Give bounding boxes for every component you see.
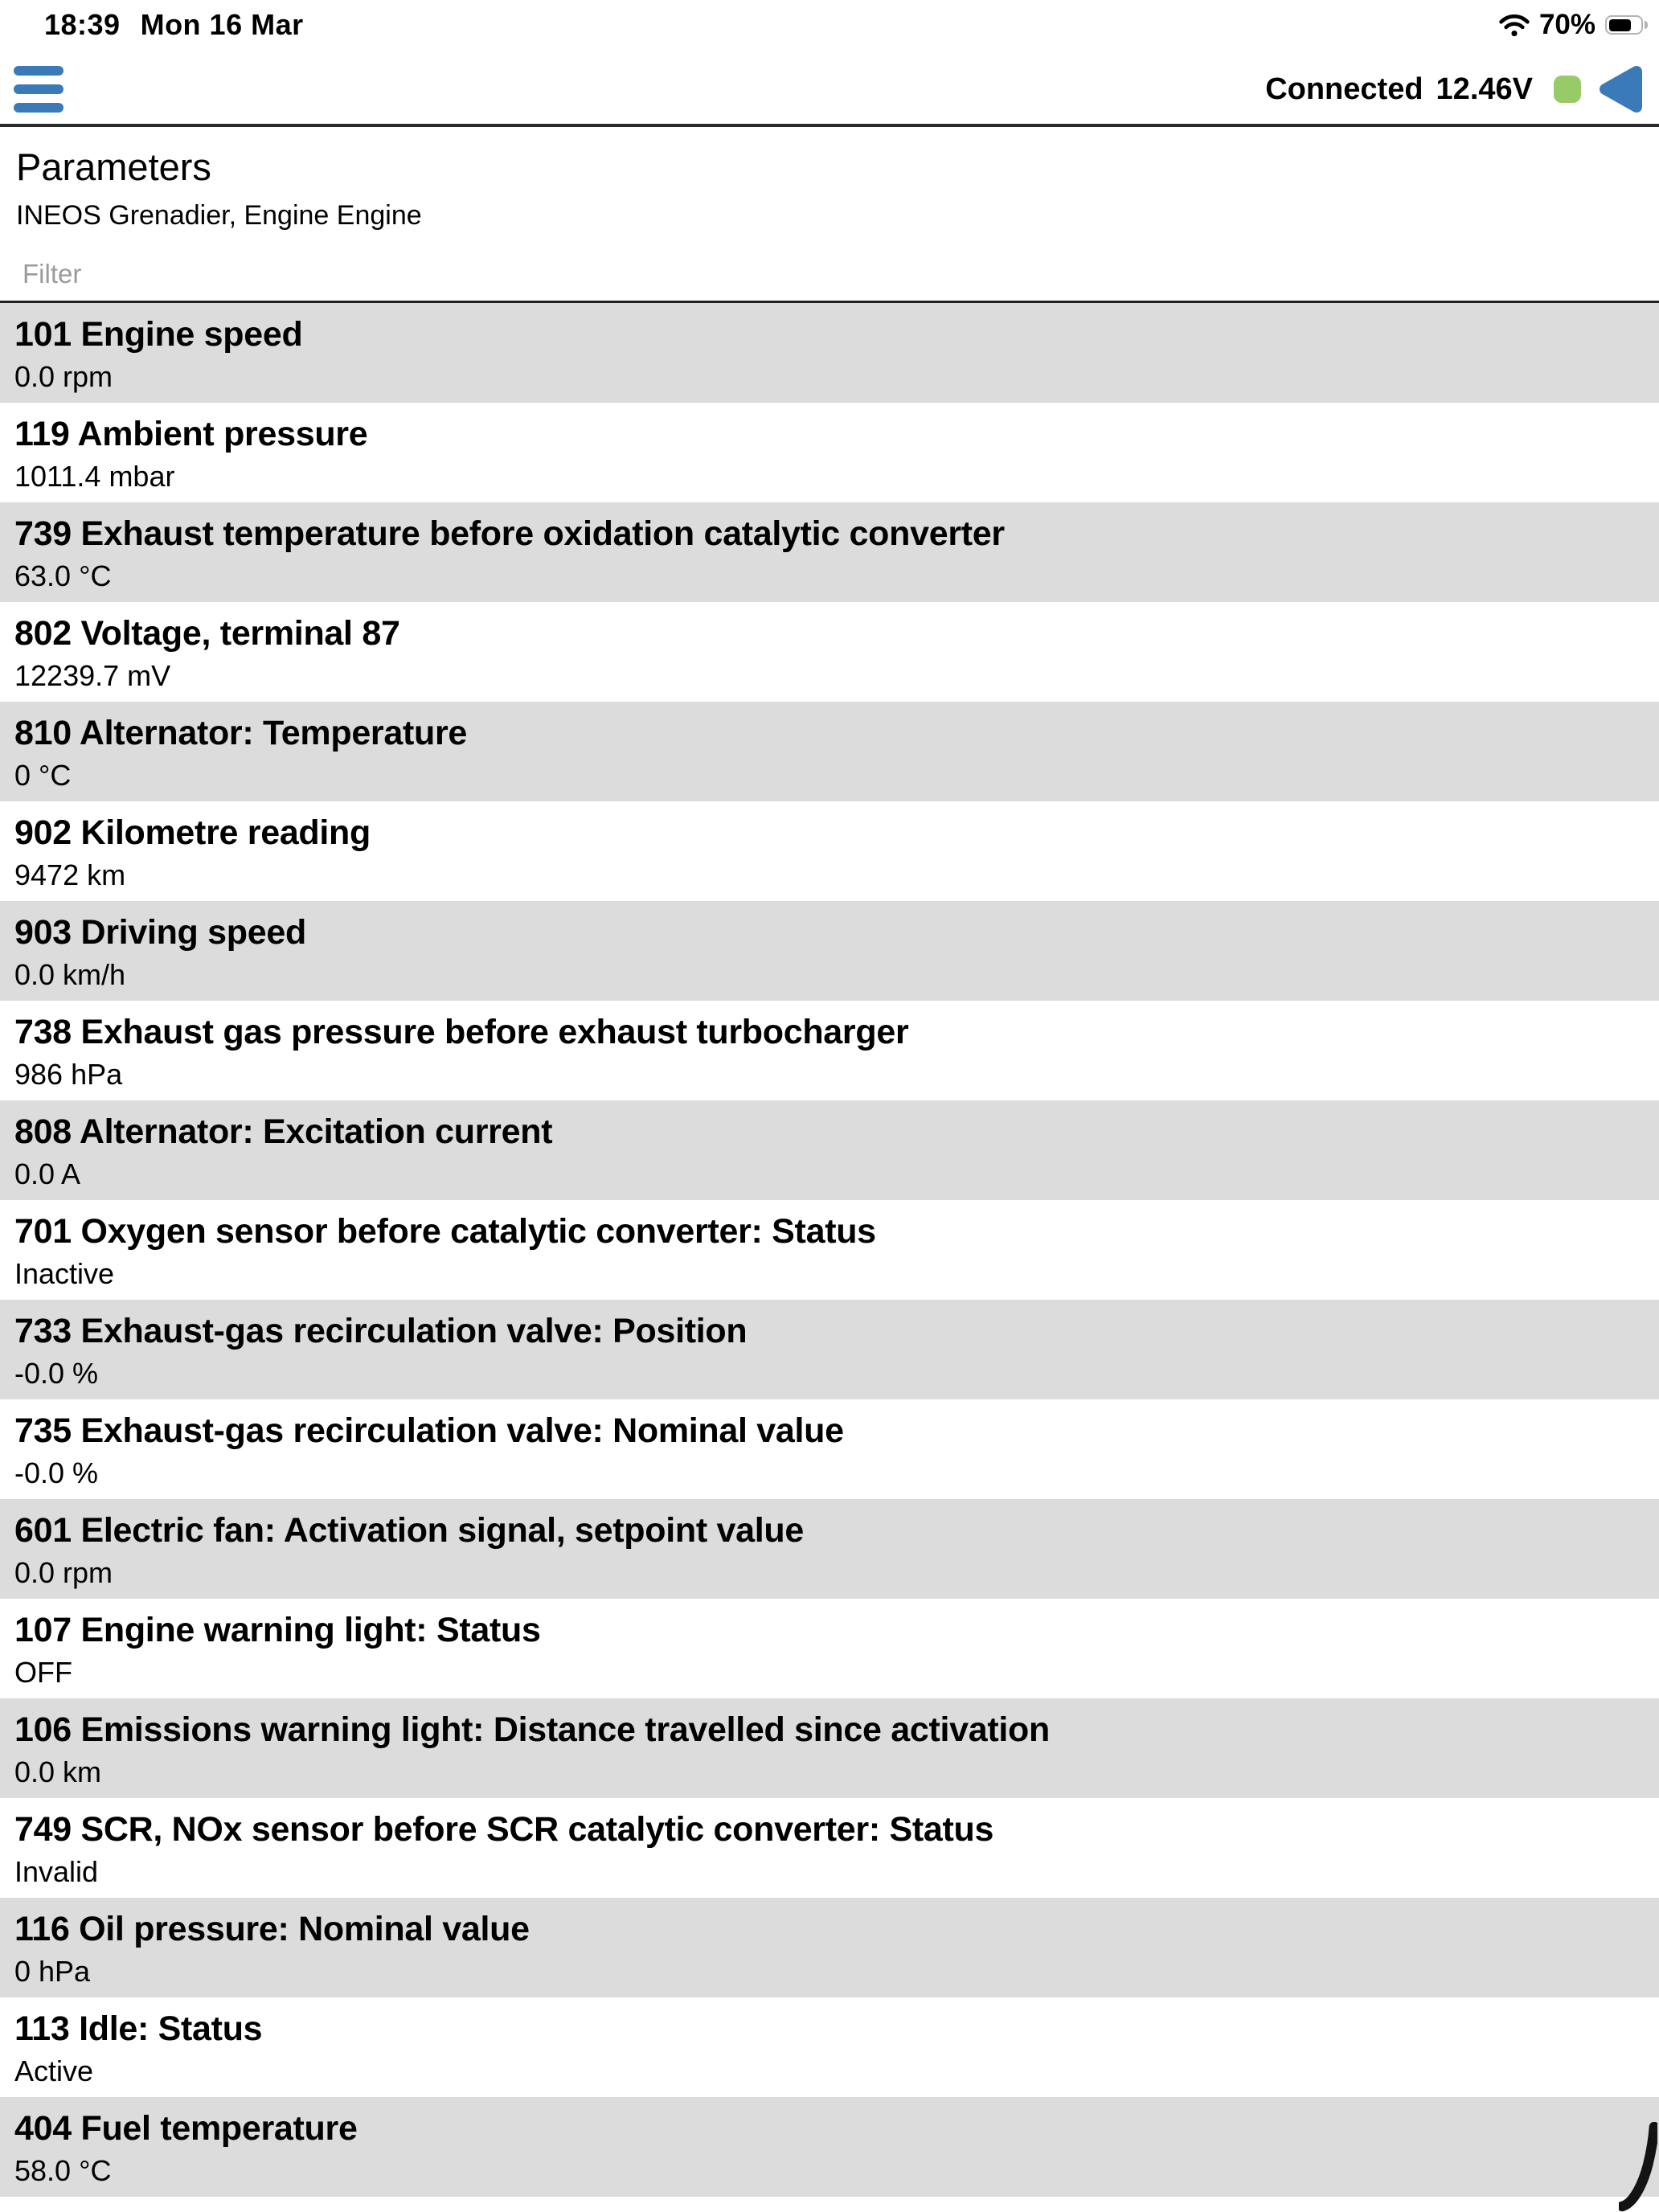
param-title: 903 Driving speed bbox=[14, 913, 306, 952]
param-title: 735 Exhaust-gas recirculation valve: Nom… bbox=[14, 1411, 844, 1450]
param-row[interactable]: 808 Alternator: Excitation current 0.0 A bbox=[0, 1100, 1659, 1200]
status-bar-left: 18:39 Mon 16 Mar bbox=[44, 8, 304, 42]
param-title: 107 Engine warning light: Status bbox=[14, 1611, 541, 1649]
param-value: Invalid bbox=[14, 1855, 99, 1888]
param-value: -0.0 % bbox=[14, 1456, 99, 1489]
param-row[interactable]: 101 Engine speed 0.0 rpm bbox=[0, 303, 1659, 403]
param-value: -0.0 % bbox=[14, 1357, 99, 1390]
param-row[interactable]: 903 Driving speed 0.0 km/h bbox=[0, 901, 1659, 1001]
param-value: 63.0 °C bbox=[14, 559, 112, 592]
param-row[interactable]: 404 Fuel temperature 58.0 °C bbox=[0, 2097, 1659, 2197]
vehicle-subtitle: INEOS Grenadier, Engine Engine bbox=[16, 200, 422, 231]
param-value: 12239.7 mV bbox=[14, 659, 171, 692]
battery-icon bbox=[1605, 15, 1648, 35]
param-title: 802 Voltage, terminal 87 bbox=[14, 614, 400, 653]
param-row[interactable]: 902 Kilometre reading 9472 km bbox=[0, 801, 1659, 901]
page-title: Parameters bbox=[16, 145, 211, 188]
param-row[interactable]: 739 Exhaust temperature before oxidation… bbox=[0, 502, 1659, 602]
param-value: 0.0 rpm bbox=[14, 1556, 113, 1589]
parameter-list: 101 Engine speed 0.0 rpm 119 Ambient pre… bbox=[0, 303, 1659, 2197]
param-row[interactable]: 601 Electric fan: Activation signal, set… bbox=[0, 1499, 1659, 1599]
battery-nub bbox=[1645, 21, 1648, 29]
param-value: 0.0 km/h bbox=[14, 958, 126, 991]
param-value: 0.0 rpm bbox=[14, 360, 113, 393]
param-value: Active bbox=[14, 2054, 94, 2087]
connection-status-label: Connected bbox=[1265, 72, 1423, 106]
param-title: 404 Fuel temperature bbox=[14, 2109, 358, 2148]
param-title: 738 Exhaust gas pressure before exhaust … bbox=[14, 1013, 909, 1051]
status-bar-right: 70% bbox=[1499, 9, 1648, 41]
param-value: 1011.4 mbar bbox=[14, 460, 175, 493]
param-title: 106 Emissions warning light: Distance tr… bbox=[14, 1710, 1050, 1749]
param-value: 0 hPa bbox=[14, 1955, 91, 1988]
param-title: 701 Oxygen sensor before catalytic conve… bbox=[14, 1212, 876, 1251]
param-title: 119 Ambient pressure bbox=[14, 415, 368, 453]
filter-field-wrap bbox=[0, 252, 1659, 303]
battery-body bbox=[1605, 15, 1643, 35]
param-title: 601 Electric fan: Activation signal, set… bbox=[14, 1511, 804, 1550]
param-value: 986 hPa bbox=[14, 1058, 123, 1091]
param-value: OFF bbox=[14, 1656, 72, 1689]
param-row[interactable]: 810 Alternator: Temperature 0 °C bbox=[0, 702, 1659, 801]
param-value: 0.0 km bbox=[14, 1755, 102, 1788]
param-title: 733 Exhaust-gas recirculation valve: Pos… bbox=[14, 1312, 748, 1350]
param-row[interactable]: 738 Exhaust gas pressure before exhaust … bbox=[0, 1001, 1659, 1100]
param-title: 810 Alternator: Temperature bbox=[14, 714, 468, 752]
clock-time: 18:39 bbox=[44, 8, 121, 41]
param-value: Inactive bbox=[14, 1257, 115, 1290]
param-row[interactable]: 119 Ambient pressure 1011.4 mbar bbox=[0, 403, 1659, 502]
param-title: 749 SCR, NOx sensor before SCR catalytic… bbox=[14, 1810, 994, 1849]
hamburger-icon bbox=[14, 66, 63, 76]
param-row[interactable]: 749 SCR, NOx sensor before SCR catalytic… bbox=[0, 1798, 1659, 1898]
param-row[interactable]: 735 Exhaust-gas recirculation valve: Nom… bbox=[0, 1399, 1659, 1499]
param-title: 808 Alternator: Excitation current bbox=[14, 1112, 553, 1151]
param-row[interactable]: 116 Oil pressure: Nominal value 0 hPa bbox=[0, 1898, 1659, 1997]
battery-percent-label: 70% bbox=[1538, 9, 1596, 40]
filter-input[interactable] bbox=[0, 252, 1659, 301]
hamburger-icon bbox=[14, 84, 63, 94]
page-header: Parameters INEOS Grenadier, Engine Engin… bbox=[0, 127, 1659, 303]
pen-stroke-mark bbox=[1619, 2122, 1657, 2212]
hamburger-icon bbox=[14, 103, 63, 113]
param-value: 9472 km bbox=[14, 858, 126, 891]
param-row[interactable]: 733 Exhaust-gas recirculation valve: Pos… bbox=[0, 1300, 1659, 1399]
param-row[interactable]: 701 Oxygen sensor before catalytic conve… bbox=[0, 1200, 1659, 1300]
param-row[interactable]: 113 Idle: Status Active bbox=[0, 1997, 1659, 2097]
menu-button[interactable] bbox=[14, 66, 63, 113]
wifi-icon bbox=[1499, 14, 1530, 36]
param-value: 58.0 °C bbox=[14, 2154, 112, 2187]
connection-indicator: Connected 12.46V bbox=[1265, 63, 1644, 115]
param-title: 739 Exhaust temperature before oxidation… bbox=[14, 514, 1005, 553]
param-title: 116 Oil pressure: Nominal value bbox=[14, 1910, 530, 1948]
connection-status-green-square-icon bbox=[1554, 76, 1581, 103]
param-title: 902 Kilometre reading bbox=[14, 813, 371, 852]
param-title: 101 Engine speed bbox=[14, 315, 303, 354]
param-title: 113 Idle: Status bbox=[14, 2009, 263, 2048]
adapter-triangle-icon bbox=[1600, 66, 1642, 113]
clock-date: Mon 16 Mar bbox=[140, 8, 304, 41]
param-row[interactable]: 802 Voltage, terminal 87 12239.7 mV bbox=[0, 602, 1659, 702]
param-value: 0 °C bbox=[14, 759, 72, 792]
param-row[interactable]: 107 Engine warning light: Status OFF bbox=[0, 1599, 1659, 1698]
battery-voltage-label: 12.46V bbox=[1436, 72, 1533, 106]
battery-fill bbox=[1608, 18, 1631, 31]
param-value: 0.0 A bbox=[14, 1157, 81, 1190]
status-bar: 18:39 Mon 16 Mar 70% bbox=[0, 0, 1659, 45]
param-row[interactable]: 106 Emissions warning light: Distance tr… bbox=[0, 1698, 1659, 1798]
nav-bar: Connected 12.46V bbox=[0, 45, 1659, 127]
